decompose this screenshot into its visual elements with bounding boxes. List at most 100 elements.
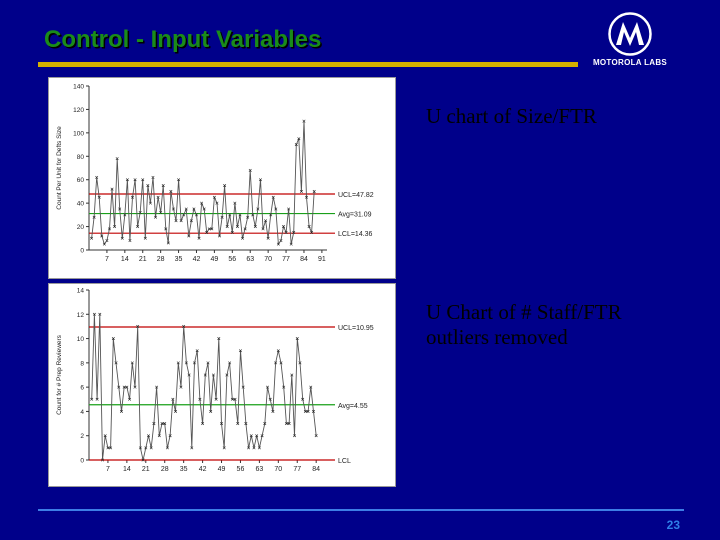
- x-tick-label: 14: [123, 466, 131, 473]
- data-point: [309, 385, 313, 389]
- data-point: [247, 446, 251, 450]
- data-point: [214, 397, 218, 401]
- data-point: [298, 361, 302, 365]
- lcl-label: LCL=14.36: [338, 231, 373, 238]
- page-number: 23: [666, 518, 680, 532]
- data-point: [184, 207, 188, 211]
- data-point: [189, 219, 193, 223]
- data-point: [171, 397, 175, 401]
- data-point: [100, 234, 104, 238]
- data-point: [114, 361, 118, 365]
- data-point: [268, 397, 272, 401]
- data-point: [97, 195, 101, 199]
- data-point: [284, 422, 288, 426]
- data-point: [122, 385, 126, 389]
- data-point: [310, 230, 314, 234]
- data-point: [246, 215, 250, 219]
- data-point: [220, 422, 224, 426]
- data-point: [101, 458, 105, 462]
- data-point: [156, 195, 160, 199]
- data-point: [118, 207, 122, 211]
- u-chart-size-panel: 0 20 40 60 80 100 120 140 7 14 21 28 35 42 49 56 63 70 77 8…: [48, 77, 396, 279]
- data-point: [303, 409, 307, 413]
- data-point: [103, 434, 107, 438]
- x-tick-label: 35: [180, 466, 188, 473]
- data-point: [284, 230, 288, 234]
- data-point: [271, 195, 275, 199]
- data-series-line: [91, 121, 315, 246]
- data-point: [233, 397, 237, 401]
- x-tick-label: 77: [293, 466, 301, 473]
- data-point: [157, 434, 161, 438]
- data-point: [90, 236, 94, 240]
- y-tick-label: 8: [80, 360, 84, 367]
- data-point: [228, 361, 232, 365]
- data-point: [192, 361, 196, 365]
- motorola-batwing-icon: [608, 12, 652, 56]
- data-point: [220, 215, 224, 219]
- chart2-caption-line2: outliers removed: [426, 325, 568, 349]
- y-tick-label: 0: [80, 248, 84, 255]
- motorola-labs-logo: MOTOROLA LABS: [578, 10, 682, 70]
- data-point: [120, 236, 124, 240]
- data-point: [141, 458, 145, 462]
- data-point: [168, 434, 172, 438]
- data-point: [210, 227, 214, 231]
- data-point: [165, 446, 169, 450]
- data-point: [125, 178, 129, 182]
- data-point: [125, 385, 129, 389]
- data-point: [200, 201, 204, 205]
- center-label: Avg=4.55: [338, 403, 368, 410]
- data-point: [312, 189, 316, 193]
- ucl-label: UCL=47.82: [338, 192, 374, 199]
- x-tick-label: 49: [218, 466, 226, 473]
- data-point: [274, 361, 278, 365]
- data-point: [187, 234, 191, 238]
- data-point: [289, 242, 293, 246]
- chart2-caption: U Chart of # Staff/FTR outliers removed: [426, 300, 622, 350]
- logo-wordmark: MOTOROLA LABS: [592, 58, 668, 67]
- data-point: [119, 409, 123, 413]
- data-point: [238, 213, 242, 217]
- data-point: [197, 236, 201, 240]
- data-point: [110, 187, 114, 191]
- y-tick-label: 60: [77, 177, 85, 184]
- data-point: [222, 446, 226, 450]
- data-point: [276, 242, 280, 246]
- data-point: [179, 385, 183, 389]
- data-point: [297, 137, 301, 141]
- y-tick-label: 140: [73, 84, 84, 91]
- data-point: [209, 409, 213, 413]
- data-point: [306, 409, 310, 413]
- y-tick-label: 14: [77, 288, 85, 295]
- data-point: [248, 168, 252, 172]
- data-point: [143, 236, 147, 240]
- y-tick-label: 12: [77, 312, 85, 319]
- data-point: [133, 178, 137, 182]
- data-point: [141, 178, 145, 182]
- y-axis-label: Count for # Prep Reviewers: [56, 334, 63, 415]
- u-chart-size: 0 20 40 60 80 100 120 140 7 14 21 28 35 42 49 56 63 70 77 8…: [56, 84, 374, 264]
- data-point: [274, 207, 278, 211]
- title-underline: [38, 62, 578, 67]
- data-point: [230, 230, 234, 234]
- data-point: [206, 361, 210, 365]
- data-point: [194, 213, 198, 217]
- data-point: [230, 397, 234, 401]
- data-point: [287, 207, 291, 211]
- data-point: [130, 361, 134, 365]
- data-point: [281, 225, 286, 229]
- data-point: [225, 373, 229, 377]
- data-point: [177, 178, 181, 182]
- data-point: [279, 239, 283, 243]
- x-tick-label: 7: [106, 466, 110, 473]
- data-point: [292, 230, 296, 234]
- data-point: [128, 397, 132, 401]
- data-point: [201, 422, 205, 426]
- data-point: [102, 242, 106, 246]
- x-tick-label: 84: [300, 256, 308, 263]
- data-point: [161, 184, 165, 188]
- data-point: [233, 201, 237, 205]
- data-point: [212, 195, 216, 199]
- data-point: [241, 385, 245, 389]
